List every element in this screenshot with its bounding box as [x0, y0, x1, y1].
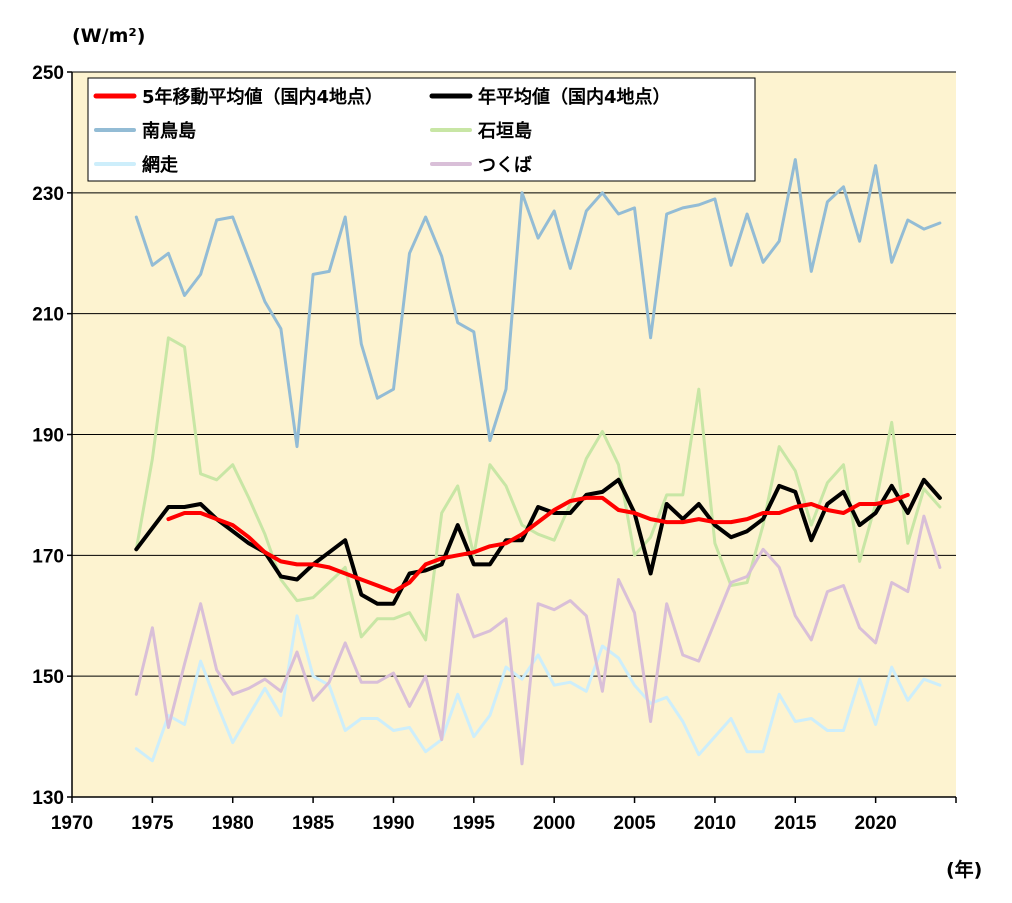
- y-axis-unit-label: (W/m²): [72, 25, 145, 47]
- legend-label-2: 南鳥島: [142, 120, 196, 142]
- legend-box: [87, 77, 756, 182]
- legend-label-1: 年平均値（国内4地点）: [478, 86, 671, 108]
- x-tick-1985: 1985: [292, 813, 335, 834]
- series-line-0: [134, 158, 942, 449]
- x-tick-2000: 2000: [533, 813, 575, 834]
- series-line-5: [166, 492, 910, 594]
- legend-label-3: 石垣島: [477, 120, 532, 142]
- x-tick-1975: 1975: [131, 813, 174, 834]
- axes: [67, 71, 957, 803]
- x-tick-2015: 2015: [774, 813, 817, 834]
- legend-label-0: 5年移動平均値（国内4地点）: [142, 86, 383, 108]
- x-tick-1995: 1995: [453, 813, 496, 834]
- y-tick-labels: 130 150 170 190 210 230 250: [32, 63, 64, 809]
- y-tick-170: 170: [32, 546, 64, 567]
- y-tick-190: 190: [32, 426, 64, 447]
- y-tick-130: 130: [32, 788, 64, 809]
- legend-label-5: つくば: [478, 155, 532, 176]
- legend-label-4: 網走: [142, 154, 178, 176]
- x-tick-1990: 1990: [372, 813, 414, 834]
- y-tick-230: 230: [32, 184, 64, 205]
- x-axis-unit-label: (年): [946, 858, 982, 881]
- x-tick-2005: 2005: [613, 813, 656, 834]
- x-tick-2010: 2010: [694, 813, 736, 834]
- series-lines: [134, 158, 942, 766]
- x-tick-1980: 1980: [212, 813, 254, 834]
- series-line-2: [134, 614, 942, 763]
- y-tick-150: 150: [32, 667, 64, 688]
- x-tick-1970: 1970: [51, 813, 93, 834]
- x-tick-labels: 1970 1975 1980 1985 1990 1995 2000 2005 2010 2015…: [51, 813, 897, 834]
- series-line-4: [134, 477, 942, 606]
- x-tick-2020: 2020: [854, 813, 896, 834]
- series-line-3: [134, 514, 942, 766]
- y-tick-210: 210: [32, 305, 64, 326]
- y-tick-250: 250: [32, 63, 64, 84]
